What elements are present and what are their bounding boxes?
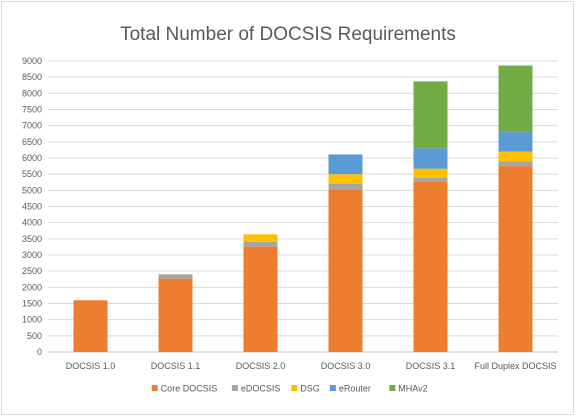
y-tick-label: 3500 [22,234,42,244]
bar-edocsis [328,183,363,190]
y-tick-label: 2500 [22,266,42,276]
bar-core-docsis [73,300,108,352]
y-tick-label: 0 [37,347,42,357]
bar-dsg [328,174,363,184]
y-tick-label: 500 [27,331,42,341]
legend-swatch-erouter [329,385,336,391]
bar-dsg [413,168,448,179]
y-tick-label: 8000 [22,88,42,98]
y-tick-label: 1000 [22,315,42,325]
bar-core-docsis [498,166,533,352]
bar-edocsis [498,161,533,167]
x-tick-label: Full Duplex DOCSIS [474,361,556,371]
bar-erouter [498,132,533,152]
bar-core-docsis [413,181,448,352]
legend-swatch-mhav2 [389,385,396,391]
bar-dsg [498,151,533,162]
bars [73,65,533,352]
bar-erouter [328,154,363,175]
legend: Core DOCSIS eDOCSIS DSG eRouter MHAv2 [151,384,428,394]
y-axis: 0 500 1000 1500 2000 2500 3000 3500 4000 4500 5000… [22,56,42,357]
x-tick-label: DOCSIS 1.0 [66,361,116,371]
gridlines [48,60,558,353]
y-tick-label: 5500 [22,169,42,179]
bar-core-docsis [328,189,363,352]
bar-edocsis [243,241,278,247]
y-tick-label: 2000 [22,282,42,292]
y-tick-label: 8500 [22,72,42,82]
legend-label-erouter: eRouter [339,384,371,394]
legend-swatch-core-docsis [151,385,158,391]
bar-edocsis [158,274,193,279]
bar-core-docsis [243,246,278,352]
bar-edocsis [413,178,448,182]
bar-mhav2 [498,65,533,133]
bar-dsg [243,234,278,242]
y-tick-label: 6000 [22,153,42,163]
y-tick-label: 7000 [22,121,42,131]
y-tick-label: 7500 [22,105,42,115]
x-tick-label: DOCSIS 3.0 [321,361,371,371]
x-axis: DOCSIS 1.0 DOCSIS 1.1 DOCSIS 2.0 DOCSIS 3.0… [66,361,557,371]
legend-label-dsg: DSG [300,384,320,394]
bar-erouter [413,148,448,169]
bar-mhav2 [413,81,448,149]
bar-core-docsis [158,278,193,352]
legend-label-edocsis: eDOCSIS [241,384,281,394]
y-tick-label: 5000 [22,185,42,195]
legend-label-mhav2: MHAv2 [398,384,427,394]
legend-swatch-edocsis [231,385,238,391]
x-tick-label: DOCSIS 1.1 [151,361,201,371]
y-tick-label: 3000 [22,250,42,260]
y-tick-label: 1500 [22,299,42,309]
x-tick-label: DOCSIS 3.1 [406,361,456,371]
y-tick-label: 6500 [22,137,42,147]
legend-label-core-docsis: Core DOCSIS [161,384,218,394]
y-tick-label: 9000 [22,56,42,66]
chart-title: Total Number of DOCSIS Requirements [120,24,456,45]
legend-swatch-dsg [291,385,298,391]
y-tick-label: 4000 [22,218,42,228]
x-tick-label: DOCSIS 2.0 [236,361,286,371]
y-tick-label: 4500 [22,202,42,212]
